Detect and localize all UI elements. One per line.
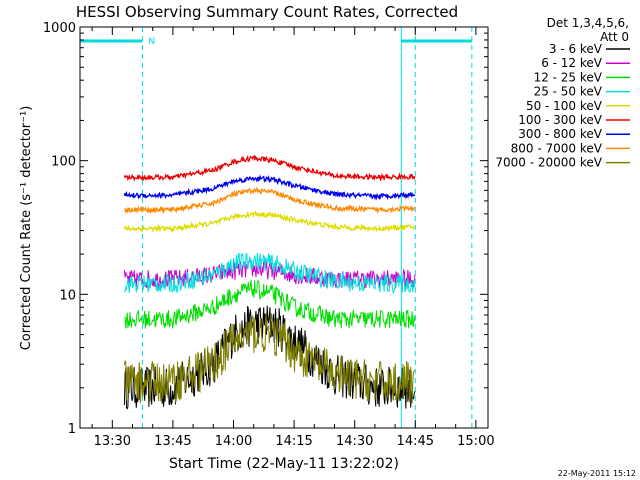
- night-marker: N: [148, 37, 155, 47]
- y-axis-label: Corrected Count Rate (s⁻¹ detector⁻¹): [19, 106, 34, 351]
- legend-label: 800 - 7000 keV: [511, 141, 603, 155]
- plot-frame: [79, 26, 489, 429]
- timestamp: 22-May-2011 15:12: [558, 469, 636, 478]
- plot-area: N: [80, 27, 473, 428]
- series-line: [124, 252, 416, 295]
- y-axis: 1 10 100 1000: [43, 21, 488, 437]
- legend-header-line1: Det 1,3,4,5,6,: [547, 16, 629, 30]
- series-line: [123, 313, 416, 404]
- y-tick-label: 10: [59, 288, 76, 303]
- series-line: [123, 210, 416, 234]
- x-tick-label: 14:45: [397, 434, 434, 449]
- legend-label: 12 - 25 keV: [534, 70, 603, 84]
- chart-title: HESSI Observing Summary Count Rates, Cor…: [76, 3, 458, 21]
- x-tick-label: 14:30: [336, 434, 373, 449]
- x-tick-label: 14:15: [275, 434, 312, 449]
- x-tick-label: 13:30: [94, 434, 131, 449]
- legend-label: 100 - 300 keV: [518, 113, 602, 127]
- legend-label: 3 - 6 keV: [549, 42, 603, 56]
- legend-label: 6 - 12 keV: [541, 56, 603, 70]
- y-tick-label: 100: [51, 155, 76, 170]
- legend-header-line2: Att 0: [600, 30, 629, 44]
- series-line: [124, 280, 416, 329]
- series-line: [123, 174, 416, 201]
- legend-label: 25 - 50 keV: [534, 85, 603, 99]
- legend-label: 300 - 800 keV: [518, 127, 602, 141]
- series-line: [124, 186, 416, 215]
- x-axis: 13:30 13:45 14:00 14:15 14:30 14:45 15:00: [91, 27, 495, 449]
- legend-label: 50 - 100 keV: [526, 99, 603, 113]
- y-tick-label: 1000: [43, 21, 76, 36]
- x-axis-label: Start Time (22-May-11 13:22:02): [169, 456, 399, 472]
- x-tick-label: 13:45: [154, 434, 191, 449]
- y-tick-label: 1: [68, 422, 76, 437]
- x-tick-label: 15:00: [457, 434, 494, 449]
- legend-label: 7000 - 20000 keV: [495, 156, 602, 170]
- series-line: [123, 154, 416, 182]
- x-tick-label: 14:00: [215, 434, 252, 449]
